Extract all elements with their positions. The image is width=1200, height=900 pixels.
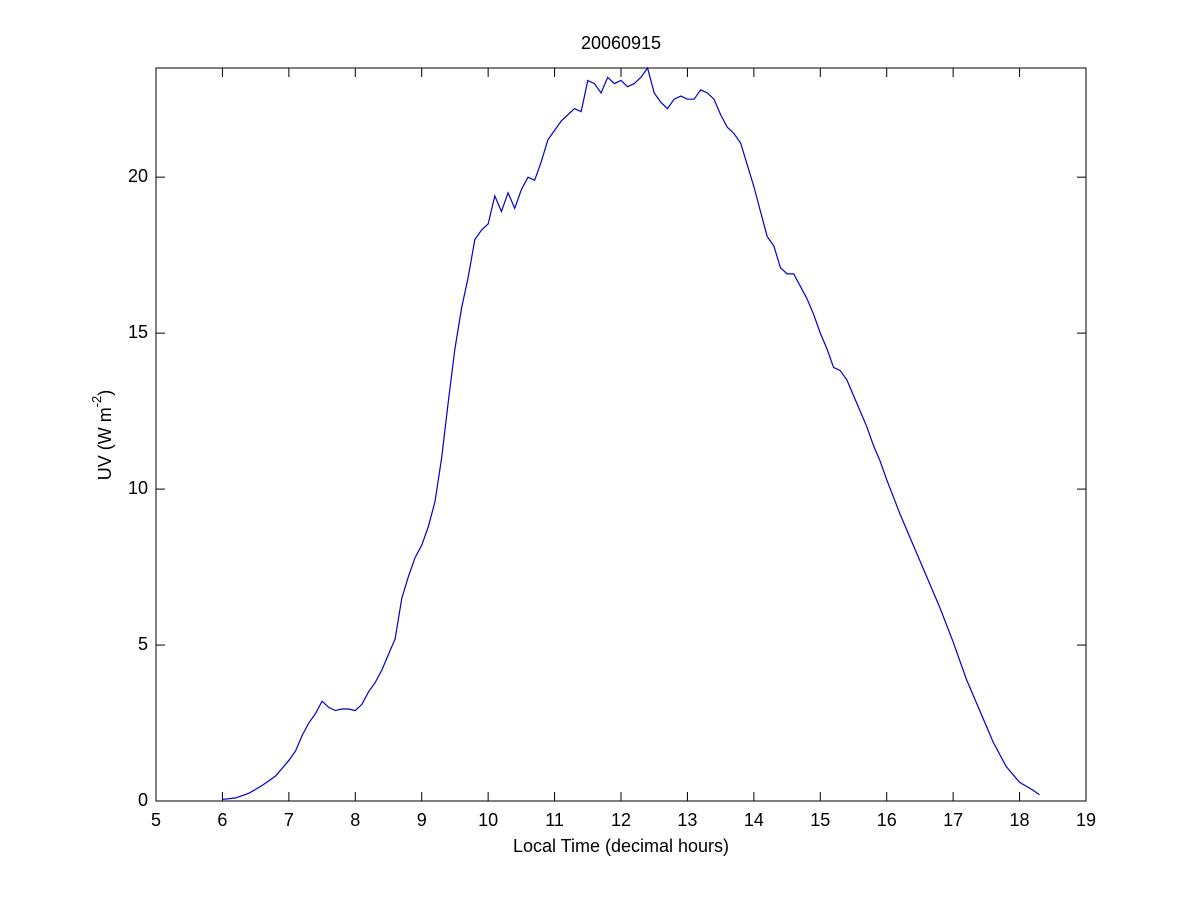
x-tick-label: 9 (417, 810, 427, 830)
y-label-suffix: ) (95, 390, 115, 396)
chart-title: 20060915 (581, 33, 661, 53)
x-tick-label: 6 (217, 810, 227, 830)
x-tick-label: 8 (350, 810, 360, 830)
y-label-text: UV (W m (95, 407, 115, 480)
x-tick-label: 18 (1010, 810, 1030, 830)
x-tick-label: 13 (677, 810, 697, 830)
x-tick-label: 15 (810, 810, 830, 830)
x-tick-label: 14 (744, 810, 764, 830)
y-tick-label: 15 (128, 322, 148, 342)
x-tick-label: 7 (284, 810, 294, 830)
x-tick-label: 11 (545, 810, 564, 830)
y-tick-label: 10 (128, 478, 148, 498)
y-tick-label: 0 (138, 790, 148, 810)
y-tick-label: 5 (138, 634, 148, 654)
data-line (222, 66, 1040, 801)
y-label-superscript: -2 (89, 396, 104, 408)
y-tick-label: 20 (128, 166, 148, 186)
y-axis-label: UV (W m-2) (89, 390, 114, 481)
x-tick-label: 12 (611, 810, 631, 830)
x-tick-label: 19 (1076, 810, 1096, 830)
x-axis-label: Local Time (decimal hours) (513, 836, 729, 856)
x-tick-label: 5 (151, 810, 161, 830)
x-tick-label: 17 (943, 810, 963, 830)
x-tick-label: 16 (877, 810, 897, 830)
x-tick-label: 10 (478, 810, 498, 830)
